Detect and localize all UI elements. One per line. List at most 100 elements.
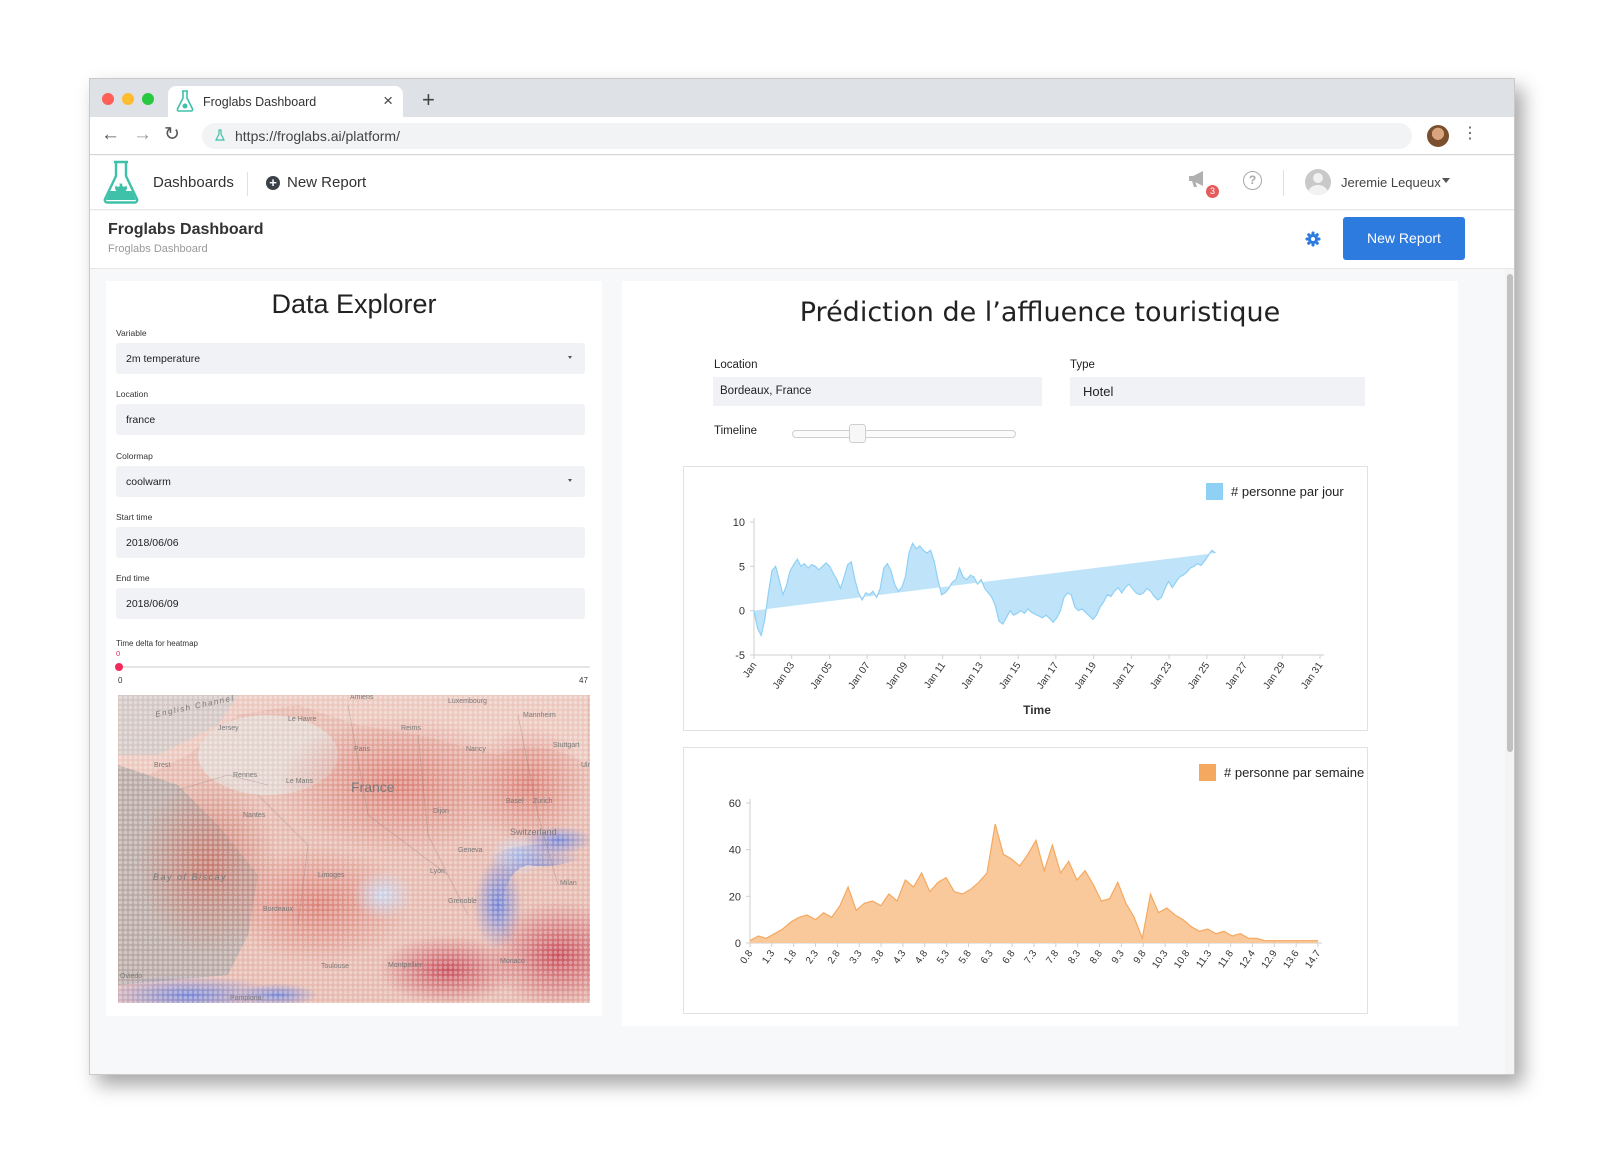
new-tab-icon[interactable]: + xyxy=(422,87,435,112)
address-bar[interactable]: https://froglabs.ai/platform/ xyxy=(202,123,1412,149)
map-label: Limoges xyxy=(318,872,345,879)
map-label: Monaco xyxy=(500,958,525,965)
timeline-label: Timeline xyxy=(714,425,758,437)
time-delta-slider[interactable] xyxy=(118,666,590,668)
location-value: france xyxy=(126,414,156,426)
map-label: Switzerland xyxy=(510,827,557,837)
map-label: Pamplona xyxy=(230,995,262,1002)
x-tick-label: 8.3 xyxy=(1066,948,1083,966)
nav-divider xyxy=(1283,170,1284,196)
profile-avatar[interactable] xyxy=(1427,125,1449,147)
series-area xyxy=(754,543,1216,636)
froglabs-logo[interactable] xyxy=(103,160,139,209)
nav-divider xyxy=(247,172,248,196)
series-line xyxy=(753,542,1216,638)
x-tick-label: 6.8 xyxy=(1001,948,1018,966)
x-tick-label: 10.3 xyxy=(1150,948,1170,971)
url-text: https://froglabs.ai/platform/ xyxy=(235,128,400,144)
map-label: Bordeaux xyxy=(263,906,293,913)
x-tick-label: Jan 27 xyxy=(1224,660,1250,691)
x-tick-label: Jan 25 xyxy=(1186,660,1212,691)
close-tab-icon[interactable]: × xyxy=(383,91,393,110)
end-time-input[interactable]: 2018/06/09 xyxy=(116,588,585,619)
prediction-panel: Prédiction de l’affluence touristique Lo… xyxy=(622,281,1458,1026)
x-tick-label: Jan 13 xyxy=(960,660,986,691)
scrollbar-thumb[interactable] xyxy=(1507,274,1513,752)
legend-swatch xyxy=(1199,764,1216,781)
y-tick-label: 10 xyxy=(733,517,745,529)
y-tick-label: 60 xyxy=(729,798,741,810)
colormap-value: coolwarm xyxy=(126,476,171,488)
y-tick-label: 0 xyxy=(735,938,741,950)
map-label: Ulm xyxy=(581,762,590,769)
user-avatar[interactable] xyxy=(1305,169,1331,195)
chevron-down-icon[interactable] xyxy=(1442,178,1450,183)
x-tick-label: Jan 05 xyxy=(809,660,835,691)
site-info-icon[interactable] xyxy=(215,129,225,147)
new-report-button[interactable]: New Report xyxy=(1343,217,1465,260)
x-tick-label: 14.7 xyxy=(1303,948,1323,971)
close-window-button[interactable] xyxy=(102,93,114,105)
map-label: Rennes xyxy=(233,772,258,779)
time-delta-handle[interactable] xyxy=(115,663,123,671)
page-header: Froglabs Dashboard Froglabs Dashboard Ne… xyxy=(90,211,1514,269)
data-explorer-panel: Data Explorer Variable 2m temperature Lo… xyxy=(106,281,602,1016)
end-time-label: End time xyxy=(116,573,150,583)
plus-circle-icon[interactable]: + xyxy=(266,176,280,190)
colormap-label: Colormap xyxy=(116,451,153,461)
x-tick-label: 11.3 xyxy=(1194,948,1214,970)
gear-icon[interactable] xyxy=(1305,231,1321,252)
flask-icon xyxy=(176,90,194,117)
map-label: Grenoble xyxy=(448,898,477,905)
x-tick-label: 2.8 xyxy=(826,948,843,966)
prediction-title: Prédiction de l’affluence touristique xyxy=(799,297,1281,328)
x-tick-label: Jan 23 xyxy=(1148,660,1174,691)
help-icon[interactable]: ? xyxy=(1243,171,1262,190)
browser-toolbar: ← → ↻ https://froglabs.ai/platform/ ⋮ xyxy=(90,117,1514,155)
map-label: Montpellier xyxy=(388,962,423,969)
x-tick-label: 10.8 xyxy=(1172,948,1192,971)
x-tick-label: 9.8 xyxy=(1132,948,1149,966)
start-time-input[interactable]: 2018/06/06 xyxy=(116,527,585,558)
breadcrumb[interactable]: Froglabs Dashboard xyxy=(108,243,208,255)
maximize-window-button[interactable] xyxy=(142,93,154,105)
legend-label: # personne par semaine xyxy=(1224,765,1364,780)
type-label: Type xyxy=(1070,359,1095,371)
x-tick-label: Jan 09 xyxy=(884,660,910,691)
colormap-select[interactable]: coolwarm xyxy=(116,466,585,497)
x-tick-label: 11.8 xyxy=(1216,948,1236,970)
x-tick-label: 7.3 xyxy=(1022,948,1039,966)
x-tick-label: 9.3 xyxy=(1110,948,1127,966)
y-tick-label: -5 xyxy=(735,650,745,662)
nav-new-report[interactable]: New Report xyxy=(287,174,367,191)
app-navbar: Dashboards + New Report 3 ? Jeremie Lequ… xyxy=(90,156,1514,210)
user-name[interactable]: Jeremie Lequeux xyxy=(1341,175,1441,190)
location-input[interactable]: france xyxy=(116,404,585,435)
browser-tab[interactable]: Froglabs Dashboard × xyxy=(168,86,403,117)
location-label: Location xyxy=(116,389,149,399)
weekly-visitors-chart: 0 20 40 60 0.8 1.3 1.8 2.3 2.8 3.3 3.8 4.3 4.8 5.3 5.8… xyxy=(683,747,1368,1014)
x-tick-label: 7.8 xyxy=(1044,948,1061,966)
type-select[interactable]: Hotel xyxy=(1070,377,1365,406)
nav-dashboards[interactable]: Dashboards xyxy=(153,174,234,191)
x-tick-label: 2.3 xyxy=(804,948,821,966)
reload-icon[interactable]: ↻ xyxy=(164,124,180,145)
prediction-location-input[interactable]: Bordeaux, France xyxy=(713,377,1042,406)
more-menu-icon[interactable]: ⋮ xyxy=(1462,125,1478,142)
variable-select[interactable]: 2m temperature xyxy=(116,343,585,374)
timeline-handle[interactable] xyxy=(848,424,866,443)
map-label: Reims xyxy=(401,725,421,732)
megaphone-icon[interactable] xyxy=(1187,169,1211,194)
legend-label: # personne par jour xyxy=(1231,484,1344,499)
minimize-window-button[interactable] xyxy=(122,93,134,105)
back-icon[interactable]: ← xyxy=(101,124,120,145)
temperature-heatmap[interactable]: English Channel Jersey Le Havre Amiens Luxem… xyxy=(118,695,590,1003)
forward-icon[interactable]: → xyxy=(133,124,152,145)
map-label: France xyxy=(351,779,395,795)
x-tick-label: Jan 07 xyxy=(846,660,872,691)
x-tick-label: 4.3 xyxy=(891,948,908,966)
x-tick-label: Jan 29 xyxy=(1261,660,1287,691)
notification-badge: 3 xyxy=(1206,185,1219,198)
x-tick-label: Jan 17 xyxy=(1035,660,1061,691)
timeline-slider[interactable] xyxy=(792,430,1016,438)
